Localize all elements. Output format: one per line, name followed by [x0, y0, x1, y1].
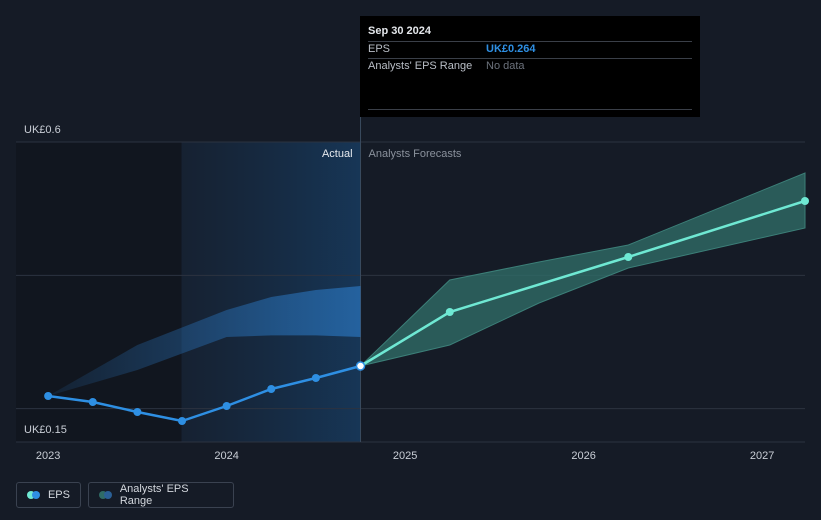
eps-point	[222, 402, 231, 410]
legend-swatch	[99, 491, 107, 499]
eps-line	[359, 199, 806, 368]
range-band	[48, 286, 361, 396]
past-region	[16, 142, 182, 442]
eps-point	[355, 361, 366, 371]
divider	[368, 109, 692, 110]
tooltip-label: Analysts' EPS Range	[368, 60, 473, 72]
tooltip-date: Sep 30 2024	[368, 25, 431, 37]
eps-point	[311, 374, 320, 382]
legend-label: EPS	[47, 489, 70, 501]
legend-eps[interactable]: EPS	[16, 482, 81, 508]
eps-point	[267, 385, 276, 393]
x-tick-label: 2025	[393, 450, 417, 462]
legend-swatch	[103, 491, 112, 499]
x-tick-label: 2024	[214, 450, 238, 462]
annotation: Actual	[322, 148, 353, 160]
eps-point	[88, 398, 97, 406]
eps-point	[133, 408, 142, 416]
divider	[368, 58, 692, 59]
eps-point	[624, 253, 633, 261]
y-tick-label: UK£0.6	[24, 124, 61, 136]
range-band	[358, 172, 806, 367]
legend-swatch	[27, 491, 35, 499]
x-tick-label: 2023	[36, 450, 60, 462]
legend-swatch	[31, 491, 40, 499]
legend-label: Analysts' EPS Range	[119, 483, 189, 507]
eps-line	[47, 364, 361, 423]
eps-point	[445, 308, 454, 316]
annotation: Analysts Forecasts	[369, 148, 462, 160]
x-tick-label: 2027	[750, 450, 774, 462]
tooltip-value: UK£0.264	[486, 43, 536, 55]
eps-point	[801, 197, 809, 205]
tooltip-label: EPS	[368, 43, 391, 55]
eps-point	[44, 392, 53, 400]
tooltip: Sep 30 2024 EPS UK£0.264 Analysts' EPS R…	[360, 16, 700, 117]
divider	[368, 41, 692, 42]
tooltip-value: No data	[486, 60, 525, 72]
x-tick-label: 2026	[571, 450, 595, 462]
legend-range[interactable]: Analysts' EPS Range	[88, 482, 234, 508]
y-tick-label: UK£0.15	[24, 424, 67, 436]
eps-point	[178, 417, 187, 425]
